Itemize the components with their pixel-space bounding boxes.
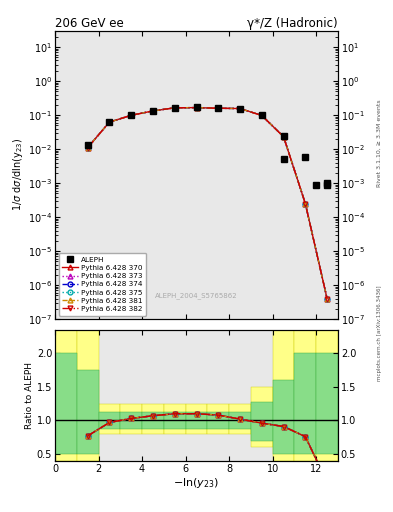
Text: mcplots.cern.ch [arXiv:1306.3436]: mcplots.cern.ch [arXiv:1306.3436] <box>377 285 382 380</box>
Bar <box>164 403 185 434</box>
Text: γ*/Z (Hadronic): γ*/Z (Hadronic) <box>247 16 338 30</box>
Bar <box>208 403 229 434</box>
Bar <box>229 412 251 429</box>
Legend: ALEPH, Pythia 6.428 370, Pythia 6.428 373, Pythia 6.428 374, Pythia 6.428 375, P: ALEPH, Pythia 6.428 370, Pythia 6.428 37… <box>59 253 146 315</box>
Bar <box>77 370 99 454</box>
Bar <box>77 330 99 461</box>
Text: ALEPH_2004_S5765862: ALEPH_2004_S5765862 <box>155 293 238 300</box>
Bar <box>142 403 164 434</box>
Bar <box>99 412 120 429</box>
Bar <box>55 330 77 461</box>
Bar <box>120 403 142 434</box>
Bar <box>164 412 185 429</box>
Bar <box>99 403 120 434</box>
Text: Rivet 3.1.10, ≥ 3.3M events: Rivet 3.1.10, ≥ 3.3M events <box>377 99 382 187</box>
Bar <box>185 403 208 434</box>
Text: 206 GeV ee: 206 GeV ee <box>55 16 124 30</box>
Y-axis label: 1/$\sigma$ d$\sigma$/dln(y$_{23}$): 1/$\sigma$ d$\sigma$/dln(y$_{23}$) <box>11 138 25 211</box>
Bar <box>55 353 77 454</box>
Bar <box>185 412 208 429</box>
Bar <box>316 330 338 461</box>
Bar <box>120 412 142 429</box>
Bar <box>251 387 273 447</box>
Bar <box>316 353 338 454</box>
Bar <box>142 412 164 429</box>
Bar <box>273 380 294 454</box>
Bar <box>229 403 251 434</box>
Bar <box>251 401 273 441</box>
Bar <box>273 330 294 461</box>
Bar <box>294 330 316 461</box>
Bar <box>208 412 229 429</box>
Y-axis label: Ratio to ALEPH: Ratio to ALEPH <box>25 362 34 429</box>
Bar <box>294 353 316 454</box>
X-axis label: $-\ln(y_{23})$: $-\ln(y_{23})$ <box>173 476 220 490</box>
